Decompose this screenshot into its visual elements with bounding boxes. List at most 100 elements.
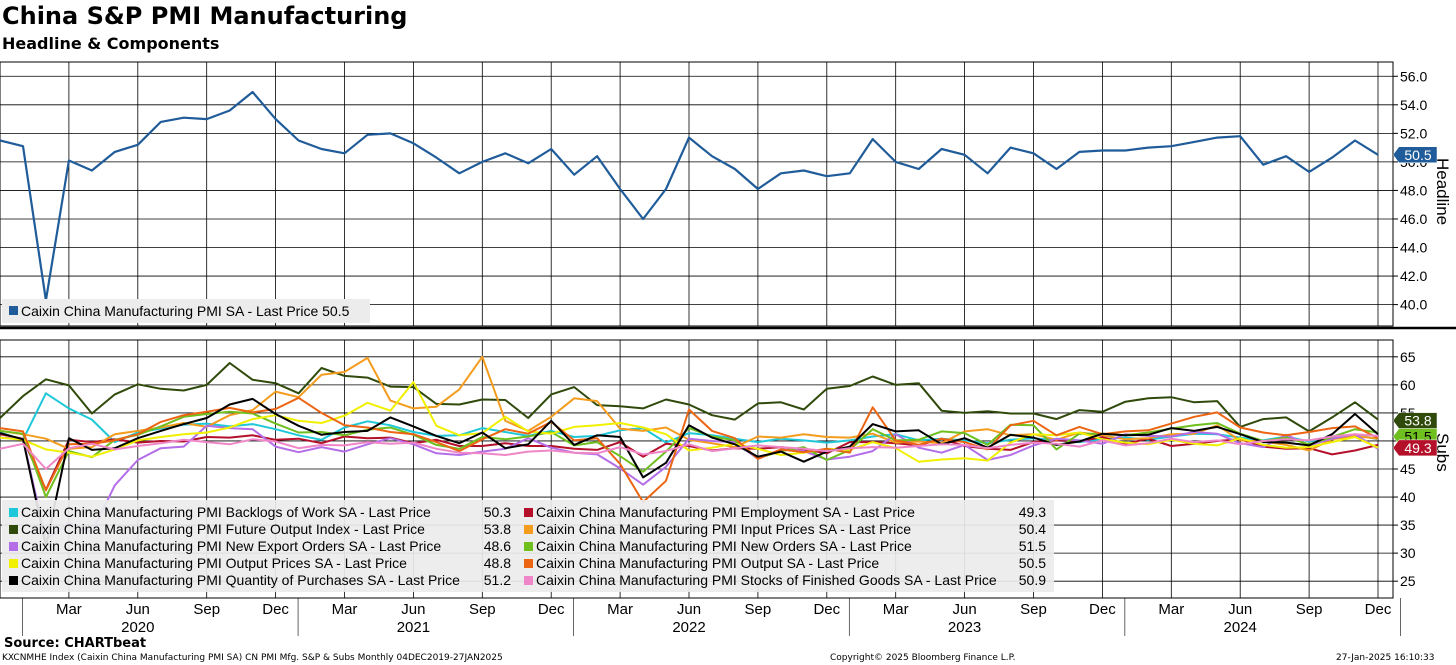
series-line	[0, 396, 1379, 504]
series-line	[0, 392, 1379, 445]
legend-label: Caixin China Manufacturing PMI Output Pr…	[21, 555, 407, 571]
y-tick-label: 44.0	[1400, 240, 1427, 256]
legend-label: Caixin China Manufacturing PMI New Order…	[536, 538, 912, 554]
legend-label: Caixin China Manufacturing PMI New Expor…	[21, 538, 441, 554]
y-tick-label: 45	[1400, 461, 1416, 477]
legend-swatch	[524, 559, 533, 568]
series-lines	[0, 90, 1379, 548]
last-value-label: 53.8	[1404, 413, 1431, 429]
legend-label: Caixin China Manufacturing PMI Future Ou…	[21, 521, 425, 537]
legend-swatch	[9, 559, 18, 568]
legend-value: 48.6	[484, 538, 511, 554]
legend-swatch	[9, 525, 18, 534]
legend-value: 50.3	[484, 504, 511, 520]
x-year-label: 2022	[672, 619, 705, 636]
series-line	[0, 433, 1379, 470]
last-value-label: 50.5	[1404, 147, 1431, 163]
x-month-label: Jun	[1228, 601, 1252, 618]
y-tick-label: 46.0	[1400, 211, 1427, 227]
legend-value: 49.3	[1019, 504, 1046, 520]
last-value-tag	[1392, 412, 1438, 429]
subs-axis-label: Subs	[1433, 433, 1452, 472]
x-month-label: Dec	[538, 601, 565, 618]
x-month-label: Sep	[1020, 601, 1047, 618]
legend-value: 50.9	[1019, 572, 1046, 588]
x-month-label: Jun	[401, 601, 425, 618]
x-month-label: Sep	[469, 601, 496, 618]
x-month-label: Jun	[953, 601, 977, 618]
x-month-label: Mar	[1158, 601, 1184, 618]
y-tick-label: 30	[1400, 545, 1416, 561]
legend-label: Caixin China Manufacturing PMI Output SA…	[536, 555, 879, 571]
chart-title: China S&P PMI Manufacturing	[2, 2, 408, 30]
y-tick-label: 25	[1400, 573, 1416, 589]
last-value-label: 49.3	[1404, 440, 1431, 456]
y-tick-label: 60	[1400, 377, 1416, 393]
legend-swatch	[9, 542, 18, 551]
timestamp: 27-Jan-2025 16:10:33	[1336, 653, 1435, 663]
chart-subtitle: Headline & Components	[2, 34, 220, 53]
x-month-label: Sep	[745, 601, 772, 618]
x-month-label: Sep	[1296, 601, 1323, 618]
x-month-label: Dec	[262, 601, 289, 618]
x-month-label: Mar	[883, 601, 909, 618]
legend-value: 48.8	[484, 555, 511, 571]
y-tick-label: 48.0	[1400, 182, 1427, 198]
y-tick-label: 40.0	[1400, 297, 1427, 313]
legend-label: Caixin China Manufacturing PMI Quantity …	[21, 572, 460, 588]
index-info: KXCNMHE Index (Caixin China Manufacturin…	[2, 653, 503, 663]
y-tick-label: 35	[1400, 517, 1416, 533]
legend-swatch	[524, 508, 533, 517]
x-year-label: 2023	[948, 619, 981, 636]
last-value-tag	[1392, 439, 1438, 457]
legend-swatch	[9, 306, 18, 315]
legend-swatch	[524, 576, 533, 585]
legend-swatch	[9, 576, 18, 585]
x-year-label: 2020	[121, 619, 154, 636]
y-tick-label: 42.0	[1400, 268, 1427, 284]
x-month-label: Dec	[813, 601, 840, 618]
series-line	[0, 362, 1379, 433]
y-tick-label: 40	[1400, 489, 1416, 505]
legend: Caixin China Manufacturing PMI SA - Last…	[2, 299, 1054, 592]
x-year-label: 2021	[397, 619, 430, 636]
headline-axis-label: Headline	[1433, 158, 1452, 225]
y-tick-label: 52.0	[1400, 125, 1427, 141]
legend-value: 51.5	[1019, 538, 1046, 554]
legend-label: Caixin China Manufacturing PMI Employmen…	[536, 504, 915, 520]
x-month-label: Dec	[1365, 601, 1392, 618]
legend-swatch	[524, 525, 533, 534]
source-label: Source: CHARTbeat	[4, 636, 147, 651]
legend-value: 50.5	[1019, 555, 1046, 571]
legend-label: Caixin China Manufacturing PMI SA - Last…	[21, 303, 350, 319]
series-line	[0, 90, 1379, 302]
x-month-label: Mar	[607, 601, 633, 618]
legend-value: 51.2	[484, 572, 511, 588]
legend-swatch	[524, 542, 533, 551]
x-month-label: Dec	[1089, 601, 1116, 618]
series-line	[0, 410, 1379, 498]
panel-frame	[0, 61, 1394, 327]
legend-label: Caixin China Manufacturing PMI Stocks of…	[536, 572, 997, 588]
subs-legend: Caixin China Manufacturing PMI Backlogs …	[2, 500, 1054, 592]
copyright: Copyright© 2025 Bloomberg Finance L.P.	[830, 653, 1016, 663]
y-tick-label: 56.0	[1400, 68, 1427, 84]
legend-label: Caixin China Manufacturing PMI Input Pri…	[536, 521, 911, 537]
headline-legend: Caixin China Manufacturing PMI SA - Last…	[2, 299, 370, 323]
series-line	[0, 397, 1379, 548]
x-year-label: 2024	[1224, 619, 1257, 636]
y-tick-label: 54.0	[1400, 97, 1427, 113]
x-month-label: Mar	[332, 601, 358, 618]
x-month-label: Jun	[126, 601, 150, 618]
axes: 56.054.052.050.048.046.044.042.040.0Head…	[0, 68, 1452, 636]
legend-value: 53.8	[484, 521, 511, 537]
last-value-tag	[1392, 146, 1438, 164]
x-month-label: Sep	[193, 601, 220, 618]
series-line	[0, 381, 1379, 463]
x-month-label: Mar	[56, 601, 82, 618]
legend-box	[2, 299, 370, 323]
x-month-label: Jun	[677, 601, 701, 618]
y-tick-label: 65	[1400, 349, 1416, 365]
legend-label: Caixin China Manufacturing PMI Backlogs …	[21, 504, 431, 520]
